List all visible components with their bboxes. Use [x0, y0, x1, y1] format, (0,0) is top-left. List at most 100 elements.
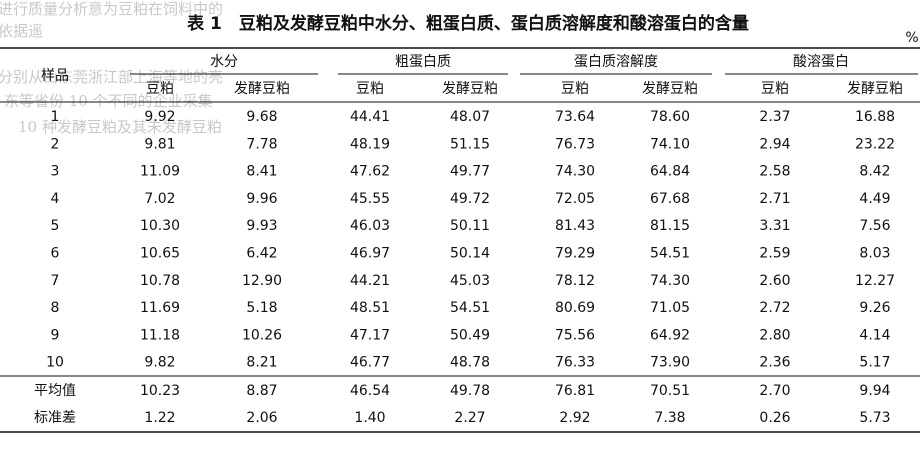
sub-header: 豆粕 [356, 81, 384, 97]
cell: 49.72 [450, 191, 490, 207]
cell: 11.69 [140, 300, 180, 316]
cell: 2.72 [759, 300, 790, 316]
cell: 5.17 [859, 355, 890, 371]
summary-cell: 1.40 [354, 410, 385, 426]
sample-id: 8 [51, 300, 60, 316]
cell: 11.09 [140, 164, 180, 180]
cell: 2.94 [759, 136, 790, 152]
summary-cell: 46.54 [350, 383, 390, 399]
cell: 10.78 [140, 273, 180, 289]
cell: 48.51 [350, 300, 390, 316]
cell: 48.78 [450, 355, 490, 371]
sample-id: 2 [51, 136, 60, 152]
group-header: 酸溶蛋白 [793, 54, 849, 70]
cell: 46.03 [350, 218, 390, 234]
summary-cell: 70.51 [650, 383, 690, 399]
table-title: 表 1 豆粕及发酵豆粕中水分、粗蛋白质、蛋白质溶解度和酸溶蛋白的含量 [187, 13, 749, 34]
sample-id: 9 [51, 327, 60, 343]
sample-id: 1 [51, 109, 60, 125]
cell: 2.37 [759, 109, 790, 125]
summary-cell: 2.27 [454, 410, 485, 426]
cell: 44.21 [350, 273, 390, 289]
summary-cell: 10.23 [140, 383, 180, 399]
cell: 54.51 [650, 246, 690, 262]
summary-cell: 8.87 [246, 383, 277, 399]
cell: 80.69 [555, 300, 595, 316]
cell: 2.60 [759, 273, 790, 289]
bleed-text: 10 种发酵豆粕及其未发酵豆粕 [18, 118, 222, 136]
cell: 48.07 [450, 109, 490, 125]
sample-id: 4 [51, 191, 60, 207]
cell: 74.10 [650, 136, 690, 152]
cell: 10.65 [140, 246, 180, 262]
cell: 73.64 [555, 109, 595, 125]
summary-cell: 1.22 [144, 410, 175, 426]
cell: 46.77 [350, 355, 390, 371]
cell: 2.59 [759, 246, 790, 262]
group-header: 粗蛋白质 [395, 54, 451, 70]
sample-id: 3 [51, 164, 60, 180]
sample-id: 6 [51, 246, 60, 262]
cell: 78.12 [555, 273, 595, 289]
sample-id: 5 [51, 218, 60, 234]
cell: 16.88 [855, 109, 895, 125]
cell: 23.22 [855, 136, 895, 152]
cell: 45.03 [450, 273, 490, 289]
cell: 10.26 [242, 327, 282, 343]
cell: 2.80 [759, 327, 790, 343]
summary-cell: 2.92 [559, 410, 590, 426]
cell: 8.42 [859, 164, 890, 180]
cell: 74.30 [650, 273, 690, 289]
cell: 74.30 [555, 164, 595, 180]
cell: 50.49 [450, 327, 490, 343]
cell: 51.15 [450, 136, 490, 152]
cell: 9.68 [246, 109, 277, 125]
cell: 7.78 [246, 136, 277, 152]
cell: 45.55 [350, 191, 390, 207]
cell: 2.71 [759, 191, 790, 207]
cell: 11.18 [140, 327, 180, 343]
cell: 9.26 [859, 300, 890, 316]
row-header: 样品 [41, 68, 69, 84]
cell: 64.84 [650, 164, 690, 180]
cell: 81.43 [555, 218, 595, 234]
cell: 9.81 [144, 136, 175, 152]
cell: 79.29 [555, 246, 595, 262]
sample-id: 10 [46, 355, 64, 371]
cell: 12.90 [242, 273, 282, 289]
cell: 9.92 [144, 109, 175, 125]
cell: 44.41 [350, 109, 390, 125]
bleed-text: 依据遥 [0, 22, 43, 40]
cell: 9.96 [246, 191, 277, 207]
sub-header: 发酵豆粕 [642, 81, 698, 97]
cell: 50.14 [450, 246, 490, 262]
summary-cell: 2.70 [759, 383, 790, 399]
cell: 2.36 [759, 355, 790, 371]
cell: 6.42 [246, 246, 277, 262]
cell: 8.03 [859, 246, 890, 262]
summary-cell: 49.78 [450, 383, 490, 399]
sub-header: 豆粕 [761, 81, 789, 97]
cell: 64.92 [650, 327, 690, 343]
cell: 71.05 [650, 300, 690, 316]
cell: 50.11 [450, 218, 490, 234]
cell: 12.27 [855, 273, 895, 289]
cell: 78.60 [650, 109, 690, 125]
cell: 47.62 [350, 164, 390, 180]
group-header: 蛋白质溶解度 [574, 54, 658, 70]
cell: 81.15 [650, 218, 690, 234]
summary-cell: 2.06 [246, 410, 277, 426]
cell: 46.97 [350, 246, 390, 262]
cell: 3.31 [759, 218, 790, 234]
cell: 49.77 [450, 164, 490, 180]
sub-header: 发酵豆粕 [847, 81, 903, 97]
cell: 4.49 [859, 191, 890, 207]
cell: 9.82 [144, 355, 175, 371]
sub-header: 发酵豆粕 [234, 81, 290, 97]
summary-cell: 0.26 [759, 410, 790, 426]
cell: 76.33 [555, 355, 595, 371]
cell: 67.68 [650, 191, 690, 207]
sub-header: 发酵豆粕 [442, 81, 498, 97]
bleed-text: 东等省份 10 个不同的企业采集 [4, 92, 213, 110]
